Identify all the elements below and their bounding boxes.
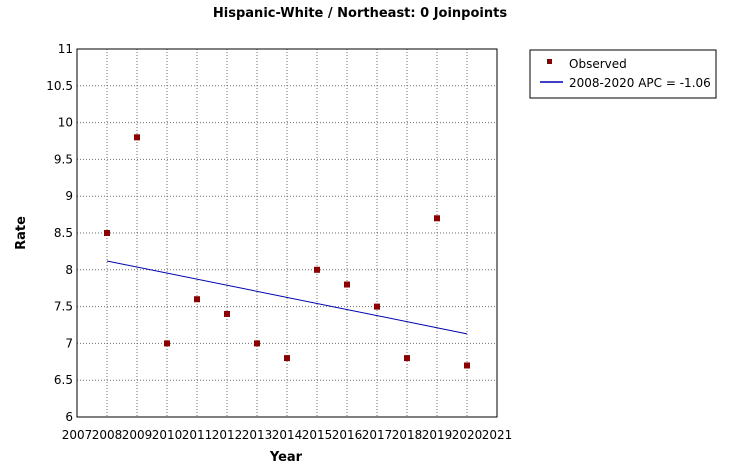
x-tick-label: 2007: [62, 428, 93, 442]
observed-point: [284, 355, 290, 362]
x-tick-label: 2017: [362, 428, 393, 442]
x-tick-label: 2018: [392, 428, 423, 442]
y-axis-title: Rate: [14, 216, 29, 250]
plot-area: [76, 48, 498, 418]
grid: [77, 49, 497, 417]
legend-observed-label: Observed: [569, 57, 627, 71]
observed-point: [464, 362, 470, 369]
x-axis-title: Year: [269, 450, 303, 465]
y-tick-label: 6.5: [54, 373, 73, 387]
x-tick-label: 2015: [302, 428, 333, 442]
y-tick-label: 10: [58, 116, 73, 130]
y-tick-label: 7.5: [54, 300, 73, 314]
y-tick-label: 9.5: [54, 152, 73, 166]
x-tick-label: 2021: [482, 428, 513, 442]
observed-point: [404, 355, 410, 362]
x-tick-label: 2009: [122, 428, 153, 442]
x-tick-label: 2013: [242, 428, 273, 442]
observed-point: [434, 215, 440, 222]
y-axis: 6 6.5 7 7.5 8 8.5 9 9.5 10 10.5 11: [46, 42, 73, 424]
observed-point: [374, 303, 380, 310]
x-tick-label: 2008: [92, 428, 123, 442]
observed-point: [224, 310, 230, 317]
y-tick-label: 11: [58, 42, 73, 56]
x-tick-label: 2016: [332, 428, 363, 442]
x-tick-label: 2012: [212, 428, 243, 442]
observed-point: [314, 266, 320, 273]
observed-point: [254, 340, 260, 347]
observed-point: [134, 134, 140, 141]
y-tick-label: 9: [65, 189, 73, 203]
x-axis: 2007 2008 2009 2010 2011 2012 2013 2014 2015 2016…: [62, 428, 513, 442]
chart-title: Hispanic-White / Northeast: 0 Joinpoints: [213, 6, 507, 21]
y-tick-label: 8.5: [54, 226, 73, 240]
x-tick-label: 2010: [152, 428, 183, 442]
y-tick-label: 7: [65, 336, 73, 350]
observed-point: [164, 340, 170, 347]
trend-line: [106, 260, 468, 335]
x-tick-label: 2020: [452, 428, 483, 442]
observed-point: [104, 230, 110, 236]
observed-point: [194, 296, 200, 303]
x-tick-label: 2014: [272, 428, 303, 442]
y-tick-label: 8: [65, 263, 73, 277]
legend: Observed 2008-2020 APC = -1.06: [529, 49, 717, 99]
x-tick-label: 2011: [182, 428, 213, 442]
legend-fit-label: 2008-2020 APC = -1.06: [569, 76, 711, 90]
x-tick-label: 2019: [422, 428, 453, 442]
legend-box: [529, 49, 717, 99]
y-tick-label: 6: [65, 410, 73, 424]
observed-point: [344, 281, 350, 288]
y-tick-label: 10.5: [46, 79, 73, 93]
series-layer: [104, 134, 470, 369]
legend-observed-marker: [547, 59, 552, 64]
